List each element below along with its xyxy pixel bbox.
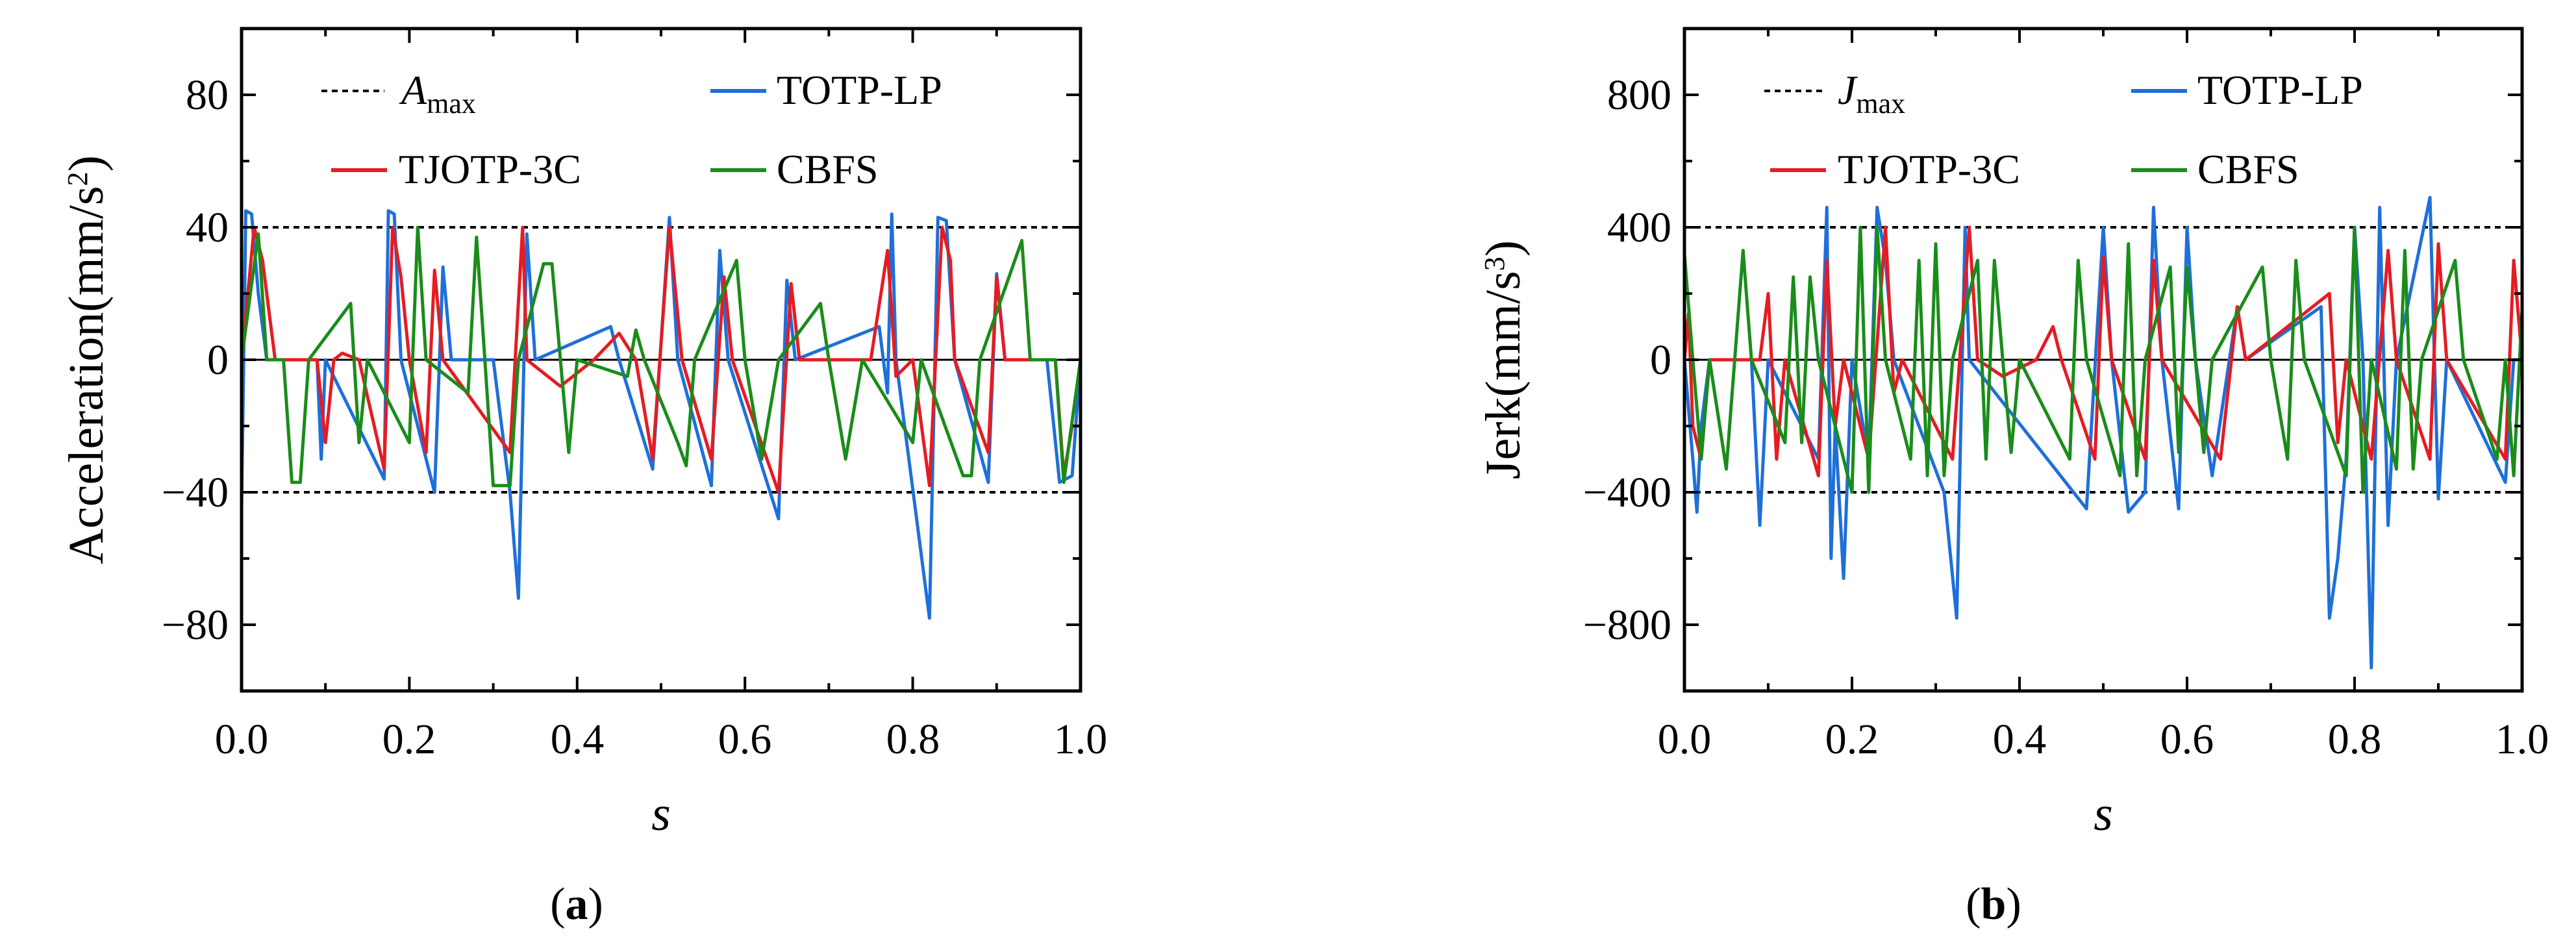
- y-tick-label: 400: [1607, 204, 1671, 251]
- y-tick-label: 0: [1650, 336, 1671, 384]
- y-axis-title: Jerk(mm/s3): [1476, 240, 1531, 479]
- acceleration-chart: 80 40 0 −40 −80 0.0 0.2 0.4 0.6 0.8 1.0 …: [59, 27, 1108, 929]
- legend: Jmax TOTP-LP TJOTP-3C CBFS: [1764, 67, 2363, 192]
- x-tick-label: 1.0: [1054, 716, 1108, 763]
- axis-ticks: [240, 27, 1082, 692]
- x-tick-label: 0.4: [551, 716, 605, 763]
- plot-frame: [240, 27, 1082, 693]
- x-tick-label: 0.8: [2328, 716, 2382, 763]
- series-line-cbfs: [1684, 225, 2522, 494]
- y-tick-label: 0: [207, 336, 229, 384]
- plot-frame: [1682, 27, 2524, 693]
- legend-label-totp-lp: TOTP-LP: [777, 67, 942, 113]
- legend-label-limit: Jmax: [1838, 67, 1905, 119]
- panel-label-b: (b): [1966, 879, 2021, 929]
- y-tick-label: −80: [162, 601, 229, 649]
- x-tick-label: 1.0: [2495, 716, 2549, 763]
- y-tick-label: −40: [162, 469, 229, 516]
- legend-label-tjotp-3c: TJOTP-3C: [1838, 146, 2020, 192]
- x-tick-label: 0.0: [215, 716, 269, 763]
- legend-label-cbfs: CBFS: [777, 146, 879, 192]
- legend-label-totp-lp: TOTP-LP: [2197, 67, 2363, 113]
- y-tick-label: −800: [1583, 601, 1671, 649]
- series-line-cbfs: [242, 225, 1081, 488]
- x-tick-label: 0.6: [2160, 716, 2214, 763]
- x-tick-label: 0.6: [718, 716, 772, 763]
- legend-label-cbfs: CBFS: [2197, 146, 2299, 192]
- legend: Amax TOTP-LP TJOTP-3C CBFS: [321, 67, 942, 192]
- x-tick-label: 0.2: [1825, 716, 1879, 763]
- y-tick-label: 40: [186, 204, 229, 251]
- x-tick-label: 0.4: [1993, 716, 2047, 763]
- y-tick-label: 80: [186, 71, 229, 119]
- y-axis-title: Acceleration(mm/s2): [59, 155, 114, 564]
- x-tick-label: 0.2: [382, 716, 436, 763]
- legend-label-limit: Amax: [399, 67, 476, 119]
- x-tick-label: 0.0: [1658, 716, 1712, 763]
- x-tick-label: 0.8: [886, 716, 940, 763]
- x-axis-title: s: [2094, 786, 2113, 841]
- y-tick-label: 800: [1607, 71, 1671, 119]
- legend-label-tjotp-3c: TJOTP-3C: [399, 146, 581, 192]
- panel-label-a: (a): [550, 879, 603, 929]
- y-tick-label: −400: [1583, 469, 1671, 516]
- jerk-chart: 800 400 0 −400 −800 0.0 0.2 0.4 0.6 0.8 …: [1476, 27, 2549, 929]
- x-axis-title: s: [651, 786, 671, 841]
